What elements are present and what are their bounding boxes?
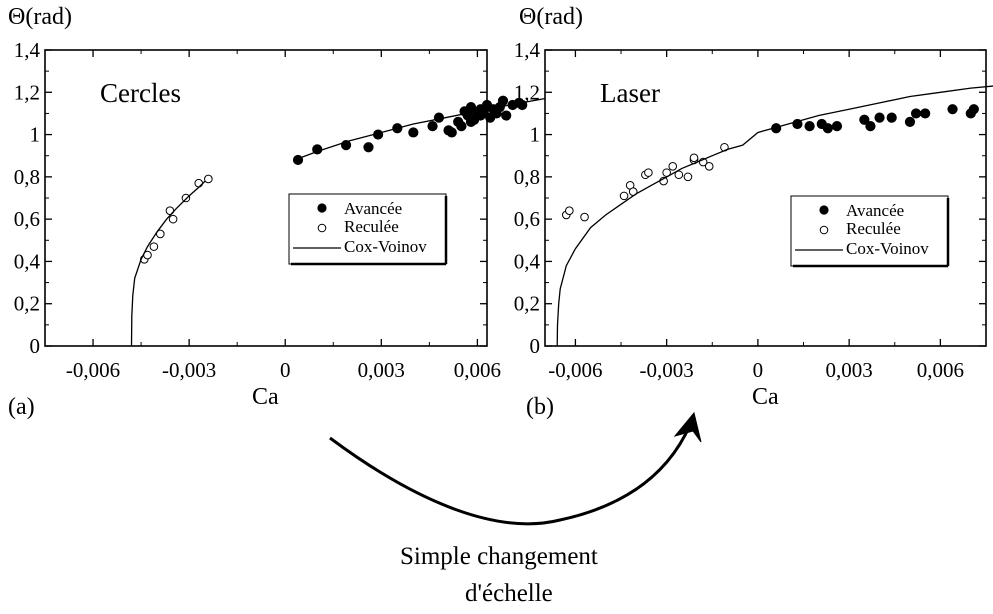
- advancing-point: [822, 123, 833, 134]
- receding-point: [689, 153, 699, 163]
- x-tick-label: 0: [753, 358, 764, 382]
- y-tick-label: 0: [30, 334, 41, 358]
- caption-line2: d'échelle: [465, 580, 553, 607]
- advancing-point: [433, 112, 445, 123]
- transform-arrow-head: [673, 411, 702, 443]
- receding-point: [668, 161, 678, 171]
- y-tick-label: 1,2: [14, 80, 40, 104]
- advancing-point: [804, 121, 815, 132]
- advancing-point: [831, 121, 843, 132]
- advancing-point: [497, 95, 509, 106]
- receding-point: [204, 174, 213, 184]
- y-tick-label: 0,2: [514, 292, 540, 316]
- panel-b-xlabel: Ca: [752, 384, 779, 410]
- advancing-point: [427, 121, 438, 132]
- legend-box: [790, 195, 949, 267]
- x-tick-label: -0,006: [66, 358, 120, 382]
- advancing-point: [947, 104, 958, 115]
- receding-point: [156, 229, 165, 239]
- y-tick-label: 1: [530, 123, 541, 147]
- advancing-point: [446, 127, 457, 138]
- legend-receding-label: Reculée: [846, 219, 901, 238]
- x-tick-label: 0,006: [917, 358, 964, 382]
- receding-point: [168, 214, 178, 224]
- y-tick-label: 0: [530, 334, 541, 358]
- x-tick-label: -0,006: [548, 358, 602, 382]
- advancing-point: [968, 104, 979, 115]
- y-tick-label: 0,2: [14, 292, 40, 316]
- advancing-point: [920, 108, 931, 119]
- receding-point: [149, 242, 159, 251]
- advancing-point: [859, 114, 870, 125]
- legend-receding-label: Reculée: [344, 217, 399, 236]
- receding-point: [181, 193, 191, 203]
- legend-advancing-marker: [819, 205, 829, 215]
- legend-receding-marker: [819, 225, 829, 235]
- receding-point: [683, 172, 693, 182]
- legend-fit-label: Cox-Voinov: [344, 237, 427, 256]
- y-tick-label: 0,8: [514, 165, 540, 189]
- panel-b-inner-label: Laser: [600, 78, 660, 108]
- cox-voinov-curve: [294, 97, 545, 161]
- y-tick-label: 0,6: [14, 207, 40, 231]
- x-tick-label: 0,003: [358, 358, 405, 382]
- y-tick-label: 1,2: [514, 80, 540, 104]
- cox-voinov-curve: [130, 180, 206, 347]
- advancing-point: [874, 112, 885, 123]
- y-tick-label: 1,4: [514, 38, 541, 62]
- advancing-point: [910, 108, 922, 119]
- receding-point: [644, 168, 653, 177]
- x-tick-label: 0,006: [454, 358, 501, 382]
- transform-arrow: [329, 424, 692, 526]
- advancing-point: [408, 127, 419, 138]
- legend-advancing-label: Avancée: [344, 199, 402, 218]
- receding-point: [565, 206, 574, 215]
- x-tick-label: 0,003: [826, 358, 873, 382]
- panel-a-ylabel: Θ(rad): [8, 4, 72, 30]
- caption-line1: Simple changement: [400, 543, 598, 570]
- advancing-point: [501, 110, 512, 121]
- advancing-point: [904, 116, 916, 127]
- y-tick-label: 1,4: [14, 38, 41, 62]
- receding-point: [580, 212, 589, 222]
- x-tick-label: -0,003: [640, 358, 694, 382]
- advancing-point: [865, 121, 876, 132]
- advancing-point: [456, 121, 467, 132]
- panel-b-letter: (b): [526, 394, 554, 420]
- y-tick-label: 1: [30, 123, 41, 147]
- panel-b-ylabel: Θ(rad): [519, 4, 583, 30]
- advancing-point: [363, 142, 374, 153]
- panel-a-xlabel: Ca: [252, 384, 279, 410]
- y-tick-label: 0,4: [514, 249, 541, 273]
- receding-point: [674, 170, 684, 180]
- y-tick-label: 0,6: [514, 207, 540, 231]
- legend-fit-label: Cox-Voinov: [846, 239, 929, 258]
- x-tick-label: 0: [280, 358, 291, 382]
- panel-a-letter: (a): [8, 394, 35, 420]
- advancing-point: [465, 101, 477, 113]
- y-tick-label: 0,4: [14, 249, 41, 273]
- receding-point: [704, 161, 714, 171]
- legend-receding-marker: [317, 223, 327, 233]
- chart-a: 0 0,2 0,4 0,6 0,8 1 1,2 1,4 -0,006 -0,003 0 0,003 0,…: [14, 38, 545, 382]
- receding-point: [619, 191, 629, 201]
- legend-advancing-label: Avancée: [846, 201, 904, 220]
- cox-voinov-curve: [556, 85, 993, 347]
- advancing-point: [886, 112, 897, 123]
- legend-advancing-marker: [317, 203, 327, 213]
- chart-b: 0 0,2 0,4 0,6 0,8 1 1,2 1,4 -0,006 -0,003 0 0,003 0,…: [514, 38, 993, 382]
- x-tick-label: -0,003: [162, 358, 216, 382]
- receding-point: [194, 178, 204, 188]
- advancing-point: [292, 154, 304, 166]
- y-tick-label: 0,8: [14, 165, 40, 189]
- panel-a-inner-label: Cercles: [100, 78, 181, 108]
